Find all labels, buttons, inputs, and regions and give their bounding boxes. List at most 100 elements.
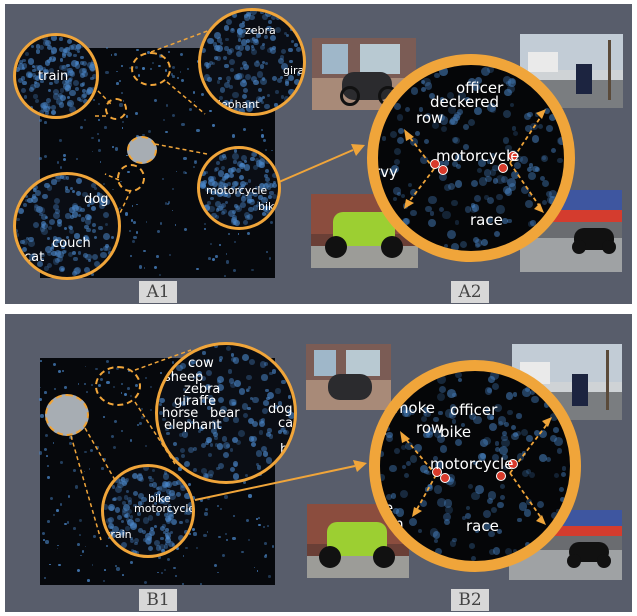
embedding-point bbox=[287, 74, 294, 81]
embedding-point bbox=[270, 34, 277, 41]
embedding-point bbox=[434, 547, 442, 555]
embedding-point bbox=[249, 100, 257, 108]
embedding-point bbox=[200, 180, 206, 187]
zoom-circle-vehicles[interactable]: motorcycle bike bbox=[197, 146, 281, 230]
embedding-point bbox=[244, 215, 250, 221]
embedding-point bbox=[530, 220, 536, 226]
embedding-point bbox=[279, 55, 285, 60]
zoom-circle-train[interactable]: train bbox=[13, 33, 99, 119]
embedding-point bbox=[218, 184, 225, 191]
embedding-point bbox=[494, 403, 502, 412]
embedding-point bbox=[419, 107, 424, 112]
embedding-point bbox=[202, 351, 206, 355]
embedding-point bbox=[159, 403, 163, 407]
embedding-point bbox=[101, 467, 104, 470]
embedding-point bbox=[294, 78, 301, 85]
embedding-point bbox=[208, 473, 214, 478]
big-zoom-circle-b2[interactable]: smoke officer row bike motorcycle race e… bbox=[369, 360, 581, 572]
embedding-point bbox=[243, 14, 250, 21]
embedding-point bbox=[192, 446, 198, 452]
embedding-point bbox=[224, 46, 229, 51]
embedding-point bbox=[119, 528, 126, 535]
embedding-point bbox=[167, 50, 171, 54]
embedding-point bbox=[38, 398, 42, 401]
embedding-point bbox=[259, 430, 264, 435]
embedding-point bbox=[380, 474, 385, 481]
embedding-point bbox=[44, 60, 51, 67]
embedding-point bbox=[469, 543, 475, 549]
embedding-point bbox=[171, 187, 174, 190]
embedding-point bbox=[524, 542, 530, 548]
zoom-label-elephant: elephant bbox=[164, 418, 222, 433]
embedding-point bbox=[164, 202, 168, 205]
embedding-point bbox=[55, 209, 60, 214]
embedding-point bbox=[538, 429, 547, 438]
zoom-circle-vehicles[interactable]: bike motorcycle train bbox=[101, 464, 195, 558]
embedding-point bbox=[40, 102, 46, 108]
embedding-point bbox=[42, 223, 49, 229]
embedding-point bbox=[214, 44, 221, 51]
embedding-point bbox=[64, 188, 70, 194]
embedding-point bbox=[235, 45, 241, 50]
embedding-point bbox=[89, 62, 96, 69]
embedding-point bbox=[463, 124, 469, 130]
embedding-point bbox=[65, 79, 69, 83]
embedding-point bbox=[83, 267, 90, 273]
zoom-circle-animals[interactable]: cow sheep zebra giraffe horse bear eleph… bbox=[155, 342, 297, 484]
embedding-point bbox=[64, 46, 70, 53]
embedding-point bbox=[250, 11, 258, 15]
embedding-point bbox=[184, 507, 192, 515]
embedding-point bbox=[433, 484, 443, 494]
embedding-point bbox=[105, 243, 110, 249]
zoom-circle-animals[interactable]: zebra giraffe elephant bbox=[198, 8, 306, 116]
embedding-point bbox=[217, 384, 225, 392]
embedding-point bbox=[99, 161, 102, 164]
embedding-point bbox=[261, 77, 266, 82]
embedding-point bbox=[479, 177, 488, 186]
embedding-point bbox=[62, 370, 65, 373]
highlight-point bbox=[438, 165, 448, 175]
embedding-point bbox=[60, 94, 67, 101]
embedding-point bbox=[260, 187, 264, 192]
embedding-point bbox=[76, 177, 82, 184]
embedding-point bbox=[244, 73, 251, 81]
embedding-point bbox=[218, 425, 222, 429]
embedding-point bbox=[221, 176, 227, 181]
zoom-circle-pets[interactable]: dog couch cat bbox=[13, 172, 121, 280]
embedding-point bbox=[380, 451, 385, 457]
embedding-point bbox=[212, 124, 215, 127]
embedding-point bbox=[138, 528, 143, 534]
embedding-point bbox=[396, 136, 404, 144]
embedding-point bbox=[554, 436, 563, 446]
embedding-point bbox=[232, 221, 237, 225]
embedding-point bbox=[253, 39, 258, 43]
embedding-point bbox=[48, 68, 54, 74]
embedding-point bbox=[267, 391, 275, 399]
embedding-point bbox=[16, 229, 19, 234]
embedding-point bbox=[266, 185, 272, 191]
embedding-point bbox=[162, 498, 170, 506]
selection-region-b1[interactable] bbox=[45, 394, 89, 436]
embedding-point bbox=[203, 222, 206, 226]
embedding-point bbox=[147, 515, 154, 521]
embedding-point bbox=[258, 182, 265, 190]
embedding-point bbox=[504, 547, 513, 556]
embedding-point bbox=[205, 369, 213, 377]
embedding-point bbox=[496, 205, 505, 214]
big-zoom-circle-a2[interactable]: officer deckered row motorcycle race rvy bbox=[367, 54, 575, 262]
embedding-point bbox=[414, 130, 420, 136]
embedding-point bbox=[180, 363, 186, 369]
embedding-point bbox=[528, 172, 537, 181]
embedding-point bbox=[159, 371, 163, 374]
embedding-point bbox=[141, 407, 143, 410]
embedding-point bbox=[75, 205, 83, 213]
embedding-point bbox=[401, 217, 410, 226]
embedding-point bbox=[105, 544, 108, 547]
embedding-point bbox=[251, 37, 256, 41]
embedding-point bbox=[151, 468, 155, 472]
embedding-point bbox=[557, 137, 564, 146]
embedding-point bbox=[114, 147, 119, 151]
selection-region-a1[interactable] bbox=[127, 136, 157, 164]
embedding-point bbox=[40, 252, 45, 258]
big-zoom-label-row: row bbox=[416, 419, 444, 437]
